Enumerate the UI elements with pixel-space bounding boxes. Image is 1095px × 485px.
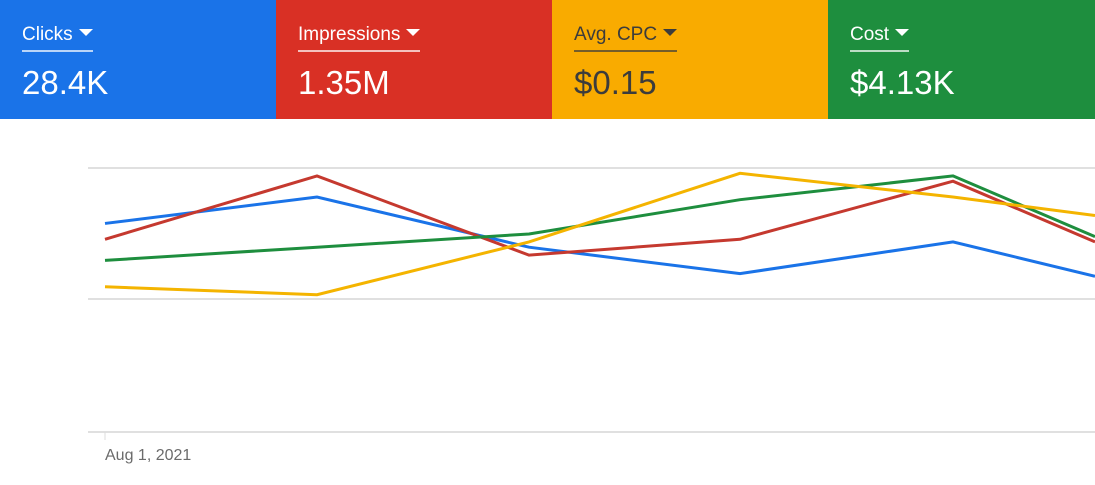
- metric-selector-cost[interactable]: Cost: [850, 24, 910, 52]
- series-line-impressions: [104, 174, 1095, 257]
- metric-card-clicks[interactable]: Clicks 28.4K: [0, 0, 276, 119]
- dropdown-arrow-icon: [895, 29, 910, 37]
- x-tick-label: Aug 1, 2021: [105, 447, 192, 464]
- dropdown-arrow-icon: [78, 29, 93, 37]
- metric-value: $4.13K: [850, 64, 955, 101]
- metric-value: $0.15: [574, 64, 657, 101]
- series-line-avg-cpc: [104, 171, 1095, 297]
- metric-card-cost[interactable]: Cost $4.13K: [828, 0, 1095, 119]
- series-line-cost: [104, 174, 1095, 262]
- metric-selector-clicks[interactable]: Clicks: [22, 24, 93, 52]
- metric-card-impressions[interactable]: Impressions 1.35M: [276, 0, 552, 119]
- metric-cards: Clicks 28.4K Impressions 1.35M Avg. CPC …: [0, 0, 1095, 119]
- series-line-clicks: [104, 195, 1095, 278]
- metric-label: Cost: [850, 24, 890, 45]
- metric-label: Avg. CPC: [574, 24, 658, 45]
- metric-card-avg-cpc[interactable]: Avg. CPC $0.15: [552, 0, 828, 119]
- metric-value: 28.4K: [22, 64, 109, 101]
- dropdown-arrow-icon: [406, 29, 421, 37]
- metric-selector-impressions[interactable]: Impressions: [298, 24, 421, 52]
- metric-label: Clicks: [22, 24, 73, 45]
- metric-value: 1.35M: [298, 64, 390, 101]
- metric-selector-avg-cpc[interactable]: Avg. CPC: [574, 24, 678, 52]
- metric-label: Impressions: [298, 24, 401, 45]
- dropdown-arrow-icon: [663, 29, 678, 37]
